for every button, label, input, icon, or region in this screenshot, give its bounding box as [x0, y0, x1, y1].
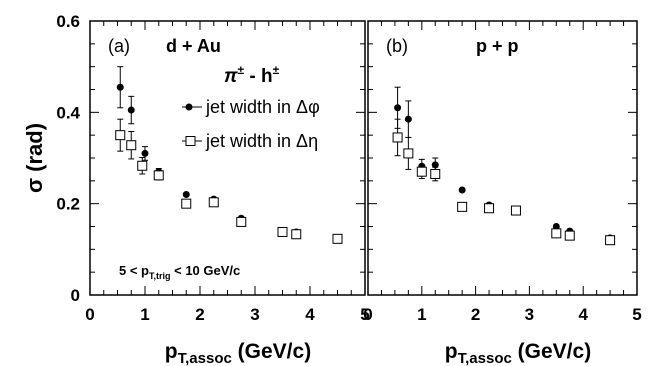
point-deta-a [181, 198, 192, 209]
point-dphi-a [141, 149, 149, 157]
y-tick-label: 0.2 [56, 195, 80, 214]
point-dphi-b [394, 104, 402, 112]
point-deta-a [291, 229, 302, 240]
point-dphi-b [458, 186, 466, 194]
point-deta-a [277, 226, 288, 237]
point-deta-a [137, 160, 148, 171]
point-deta-a [126, 140, 137, 151]
y-tick-label: 0 [71, 286, 80, 305]
y-tick-label: 0.4 [56, 103, 80, 122]
x-tick-label-a: 2 [195, 305, 204, 324]
panel-b-label: (b) [386, 36, 408, 56]
axis-ticks: 0 1 2 3 4 500.20.40.60 1 2 3 4 5 [56, 12, 641, 324]
x-tick-label-b: 2 [471, 305, 480, 324]
point-deta-a [208, 197, 219, 208]
panel-a-label: (a) [108, 36, 130, 56]
x-tick-label-b: 4 [578, 305, 588, 324]
pair-label: π± - h± [224, 63, 280, 87]
data-layer [115, 66, 616, 246]
x-tick-label-a: 5 [360, 305, 369, 324]
point-deta-b [605, 235, 616, 246]
point-dphi-b [552, 223, 560, 230]
panel-b-system: p + p [476, 36, 519, 56]
x-tick-label-a: 3 [250, 305, 259, 324]
point-deta-b [510, 205, 521, 216]
point-deta-a [115, 130, 126, 141]
point-dphi-b [431, 161, 439, 169]
point-dphi-a [182, 191, 190, 199]
point-deta-a [153, 170, 164, 181]
x-tick-label-a: 1 [140, 305, 149, 324]
legend-phi-text: jet width in Δφ [205, 97, 320, 117]
legend-eta-marker [185, 136, 196, 146]
point-dphi-a [116, 83, 124, 91]
point-deta-b [403, 148, 414, 159]
point-deta-a [236, 216, 247, 227]
point-deta-b [392, 132, 403, 143]
legend-phi-marker [185, 103, 193, 111]
x-tick-label-b: 3 [525, 305, 534, 324]
x-axis-title-b: pT,assoc (GeV/c) [445, 340, 591, 366]
point-deta-b [484, 203, 495, 214]
x-tick-label-a: 0 [85, 305, 94, 324]
trigger-cut-label: 5 < pT,trig < 10 GeV/c [119, 263, 240, 281]
point-deta-a [332, 233, 343, 244]
x-tick-label-a: 4 [305, 305, 315, 324]
panel-a-system: d + Au [166, 36, 221, 56]
y-tick-label: 0.6 [56, 12, 80, 31]
point-deta-b [457, 201, 468, 212]
x-tick-label-b: 0 [363, 305, 372, 324]
point-dphi-a [127, 106, 135, 114]
point-deta-b [551, 228, 562, 239]
legend-eta-text: jet width in Δη [205, 131, 318, 151]
point-deta-b [416, 166, 427, 177]
x-tick-label-b: 1 [417, 305, 426, 324]
y-axis-title: σ (rad) [22, 123, 47, 193]
x-axis-title-a: pT,assoc (GeV/c) [165, 340, 311, 366]
point-deta-b [430, 168, 441, 179]
point-dphi-b [404, 115, 412, 123]
legend: jet width in Δφ jet width in Δη [182, 97, 320, 151]
x-tick-label-b: 5 [632, 305, 641, 324]
point-deta-b [564, 230, 575, 241]
